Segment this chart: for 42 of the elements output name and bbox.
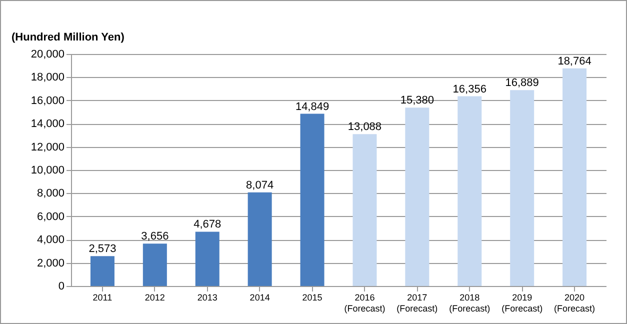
x-tick-label: 2014 [250, 292, 270, 302]
data-label: 2,573 [88, 243, 116, 256]
x-tick-label: 2016 (Forecast) [344, 292, 386, 314]
bar [300, 114, 324, 286]
y-axis-title: (Hundred Million Yen) [12, 32, 125, 44]
bar [458, 96, 482, 286]
x-tick-label: 2015 [302, 292, 322, 302]
y-tick-label: 6,000 [36, 210, 64, 223]
bar [352, 134, 377, 286]
y-tick-label: 2,000 [36, 257, 64, 270]
bar [142, 244, 167, 286]
x-tick-label: 2017 (Forecast) [396, 292, 438, 314]
y-tick-label: 14,000 [30, 118, 64, 130]
y-tick-label: 8,000 [36, 188, 64, 200]
data-label: 16,356 [452, 83, 486, 96]
data-label: 13,088 [348, 121, 382, 134]
bar [405, 108, 430, 286]
bar [195, 232, 220, 286]
data-label: 16,889 [505, 77, 539, 90]
data-label: 4,678 [194, 218, 222, 231]
y-tick-label: 16,000 [30, 94, 64, 107]
x-tick-label: 2012 [144, 292, 165, 302]
x-tick-label: 2011 [92, 292, 112, 302]
y-tick-label: 0 [58, 280, 64, 292]
bar [562, 68, 587, 286]
y-tick-label: 20,000 [30, 48, 64, 60]
y-tick-label: 18,000 [30, 72, 64, 84]
data-label: 18,764 [558, 55, 592, 68]
x-tick-label: 2018 (Forecast) [449, 292, 490, 314]
data-label: 3,656 [141, 230, 169, 243]
bar [90, 256, 114, 286]
x-tick-label: 2019 (Forecast) [502, 292, 543, 314]
y-tick-label: 10,000 [30, 164, 64, 176]
bar [510, 90, 534, 286]
x-tick-label: 2020 (Forecast) [554, 292, 596, 314]
data-label: 14,849 [295, 100, 330, 113]
bar [248, 192, 272, 286]
data-label: 15,380 [400, 94, 434, 107]
data-label: 8,074 [246, 179, 274, 192]
y-tick-label: 12,000 [30, 141, 64, 154]
x-tick-label: 2013 [197, 292, 218, 302]
y-tick-label: 4,000 [36, 234, 64, 246]
